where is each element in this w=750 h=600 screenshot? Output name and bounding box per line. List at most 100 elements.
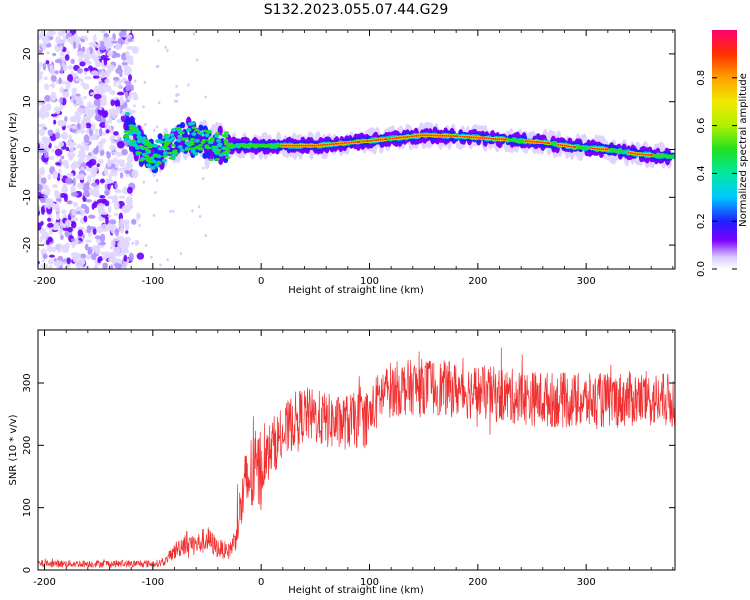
spectrogram-noise-blob: [84, 243, 89, 251]
spectrogram-noise-blob: [56, 198, 62, 202]
spectrogram-noise-blob: [106, 51, 114, 57]
spectrogram-noise-blob: [52, 170, 59, 180]
spectrogram-noise-blob: [39, 227, 47, 235]
spectrogram-noise-blob: [169, 209, 172, 213]
spectrogram-noise-blob: [75, 93, 81, 97]
spectrogram-noise-blob: [76, 252, 81, 260]
spectrogram-noise-blob: [130, 193, 133, 197]
spectrogram-noise-blob: [67, 64, 73, 70]
spectrogram-noise-blob: [105, 83, 110, 93]
spectrogram-noise-blob: [102, 262, 109, 269]
spectrogram-noise-blob: [93, 98, 102, 107]
spectrogram-noise-blob: [87, 174, 92, 183]
spectrogram-ridge-cell: [176, 138, 182, 143]
spectrogram-noise-blob: [48, 254, 55, 258]
spectrogram-noise-blob: [46, 244, 53, 253]
spectrogram-ridge-cell: [161, 158, 167, 163]
spectrogram-noise-blob: [117, 167, 125, 172]
spectrogram-noise-blob: [120, 99, 125, 104]
spectrogram-noise-blob: [79, 209, 85, 217]
spectrogram-ridge-cell: [170, 144, 176, 147]
spectrogram-ridge-cell: [136, 151, 143, 155]
spectrogram-noise-blob: [89, 42, 97, 47]
spectrogram-noise-blob: [38, 204, 41, 212]
spectrogram-ridge-cell: [145, 141, 151, 144]
spectrogram-ridge-cell: [251, 144, 257, 147]
spectrogram-noise-blob: [51, 246, 57, 253]
spectrogram-noise-blob: [91, 253, 97, 261]
spectrogram-noise-blob: [59, 51, 65, 57]
spectrogram-noise-blob: [100, 251, 108, 256]
spectrogram-ridge-cell: [214, 151, 220, 154]
spectrogram-noise-blob: [114, 258, 121, 263]
spectrogram-ridge-cell: [198, 147, 204, 151]
spectrogram-ridge-cell: [189, 140, 195, 144]
spectrogram-noise-blob: [67, 226, 73, 233]
spectrogram-ridge-cell: [183, 137, 189, 140]
colorbar-tick-label: 0.6: [696, 118, 707, 134]
snr-x-tick-label: 300: [577, 577, 596, 588]
spectrogram-noise-blob: [191, 209, 194, 213]
spectrogram-noise-blob: [121, 30, 127, 36]
spectrogram-noise-blob: [142, 180, 146, 184]
spectrogram-noise-blob: [49, 67, 55, 76]
spectrogram-noise-blob: [85, 254, 92, 260]
spectrogram-noise-blob: [84, 105, 91, 114]
spectrogram-noise-blob: [108, 66, 114, 72]
spectrogram-noise-blob: [93, 34, 97, 43]
spectrogram-x-tick-label: 0: [258, 276, 264, 287]
spectrogram-noise-blob: [96, 49, 101, 56]
spectrogram-noise-blob: [58, 261, 66, 265]
spectrogram-noise-blob: [44, 151, 49, 159]
spectrogram-noise-blob: [70, 58, 75, 64]
spectrogram-noise-blob: [90, 182, 98, 187]
spectrogram-noise-blob: [98, 127, 103, 137]
spectrogram-ridge-cell: [144, 154, 150, 158]
spectrogram-noise-blob: [66, 200, 73, 205]
spectrogram-noise-blob: [114, 163, 119, 169]
spectrogram-ridge-cell: [142, 146, 149, 150]
spectrogram-noise-blob: [60, 65, 64, 75]
spectrogram-noise-blob: [106, 158, 112, 168]
spectrogram-noise-blob: [114, 201, 120, 211]
spectrogram-noise-blob: [99, 99, 107, 107]
spectrogram-noise-blob: [104, 121, 109, 128]
spectrogram-noise-blob: [98, 106, 103, 111]
spectrogram-noise-blob: [133, 104, 136, 108]
spectrogram-noise-blob: [131, 241, 134, 245]
spectrogram-noise-blob: [172, 209, 175, 213]
spectrogram-noise-blob: [125, 161, 133, 170]
spectrogram-noise-blob: [144, 123, 147, 127]
spectrogram-noise-blob: [114, 228, 120, 237]
spectrogram-noise-blob: [83, 76, 92, 80]
spectrogram-noise-blob: [51, 184, 58, 189]
spectrogram-noise-blob: [76, 50, 85, 57]
spectrogram-noise-blob: [115, 43, 122, 51]
spectrogram-noise-blob: [76, 106, 84, 116]
colorbar-tick-label: 0.4: [696, 165, 707, 181]
spectrogram-ridge-cell: [205, 150, 211, 157]
spectrogram-noise-blob: [54, 148, 63, 156]
spectrogram-ridge-cell: [143, 143, 149, 146]
spectrogram-noise-blob: [93, 147, 99, 155]
spectrogram-noise-blob: [80, 259, 86, 265]
spectrogram-ridge-cell: [214, 158, 220, 161]
spectrogram-ridge-cell: [143, 139, 149, 142]
spectrogram-noise-blob: [88, 65, 93, 70]
spectrogram-ridge-cell: [519, 138, 525, 142]
spectrogram-ridge-cell: [189, 142, 195, 146]
spectrogram-ridge-cell: [127, 131, 133, 136]
spectrogram-ridge-cell: [145, 163, 152, 168]
spectrogram-y-tick-label: 10: [22, 95, 33, 108]
spectrogram-noise-blob: [72, 177, 76, 187]
spectrogram-noise-blob: [60, 134, 65, 139]
spectrogram-noise-blob: [55, 243, 63, 250]
spectrogram-noise-blob: [85, 199, 92, 203]
spectrogram-ridge-cell: [186, 127, 192, 132]
spectrogram-noise-blob: [50, 91, 57, 101]
spectrogram-noise-blob: [47, 129, 54, 137]
spectrogram-noise-blob: [123, 249, 130, 254]
spectrogram-noise-blob: [93, 85, 101, 93]
spectrogram-ridge-cell: [136, 131, 142, 136]
spectrogram-noise-blob: [99, 178, 105, 184]
